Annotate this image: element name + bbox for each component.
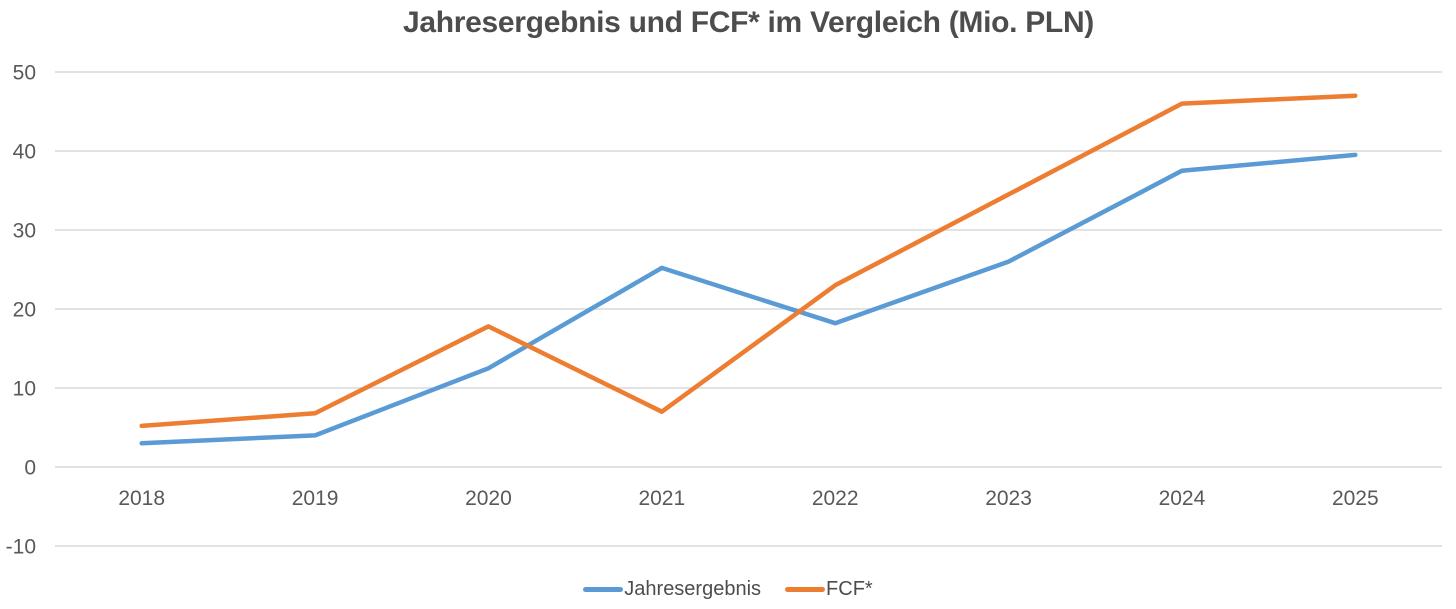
x-tick-label: 2023 <box>985 487 1032 510</box>
x-tick-label: 2018 <box>118 487 165 510</box>
x-tick-label: 2025 <box>1332 487 1379 510</box>
legend-label: FCF* <box>826 578 873 600</box>
legend-line-marker-icon <box>583 587 624 592</box>
chart-title: Jahresergebnis und FCF* im Vergleich (Mi… <box>402 6 1095 39</box>
y-tick-label: -10 <box>6 536 36 559</box>
y-tick-label: 30 <box>13 220 36 243</box>
x-tick-label: 2024 <box>1159 487 1206 510</box>
legend: Jahresergebnis FCF* <box>0 578 1456 601</box>
legend-item-jahresergebnis: Jahresergebnis <box>583 578 761 601</box>
y-tick-label: 40 <box>13 141 36 164</box>
y-tick-label: 20 <box>13 299 36 322</box>
y-tick-label: 0 <box>24 457 36 480</box>
legend-item-fcf: FCF* <box>785 578 873 601</box>
legend-label: Jahresergebnis <box>624 578 762 600</box>
series-line-fcf <box>139 93 1358 429</box>
x-tick-label: 2022 <box>812 487 859 510</box>
y-tick-label: 50 <box>13 62 36 85</box>
legend-line-marker-icon <box>785 587 826 592</box>
x-tick-label: 2019 <box>292 487 339 510</box>
x-tick-label: 2021 <box>638 487 685 510</box>
x-tick-label: 2020 <box>465 487 512 510</box>
y-tick-label: 10 <box>13 378 36 401</box>
series-line-jahresergebnis <box>139 152 1358 446</box>
